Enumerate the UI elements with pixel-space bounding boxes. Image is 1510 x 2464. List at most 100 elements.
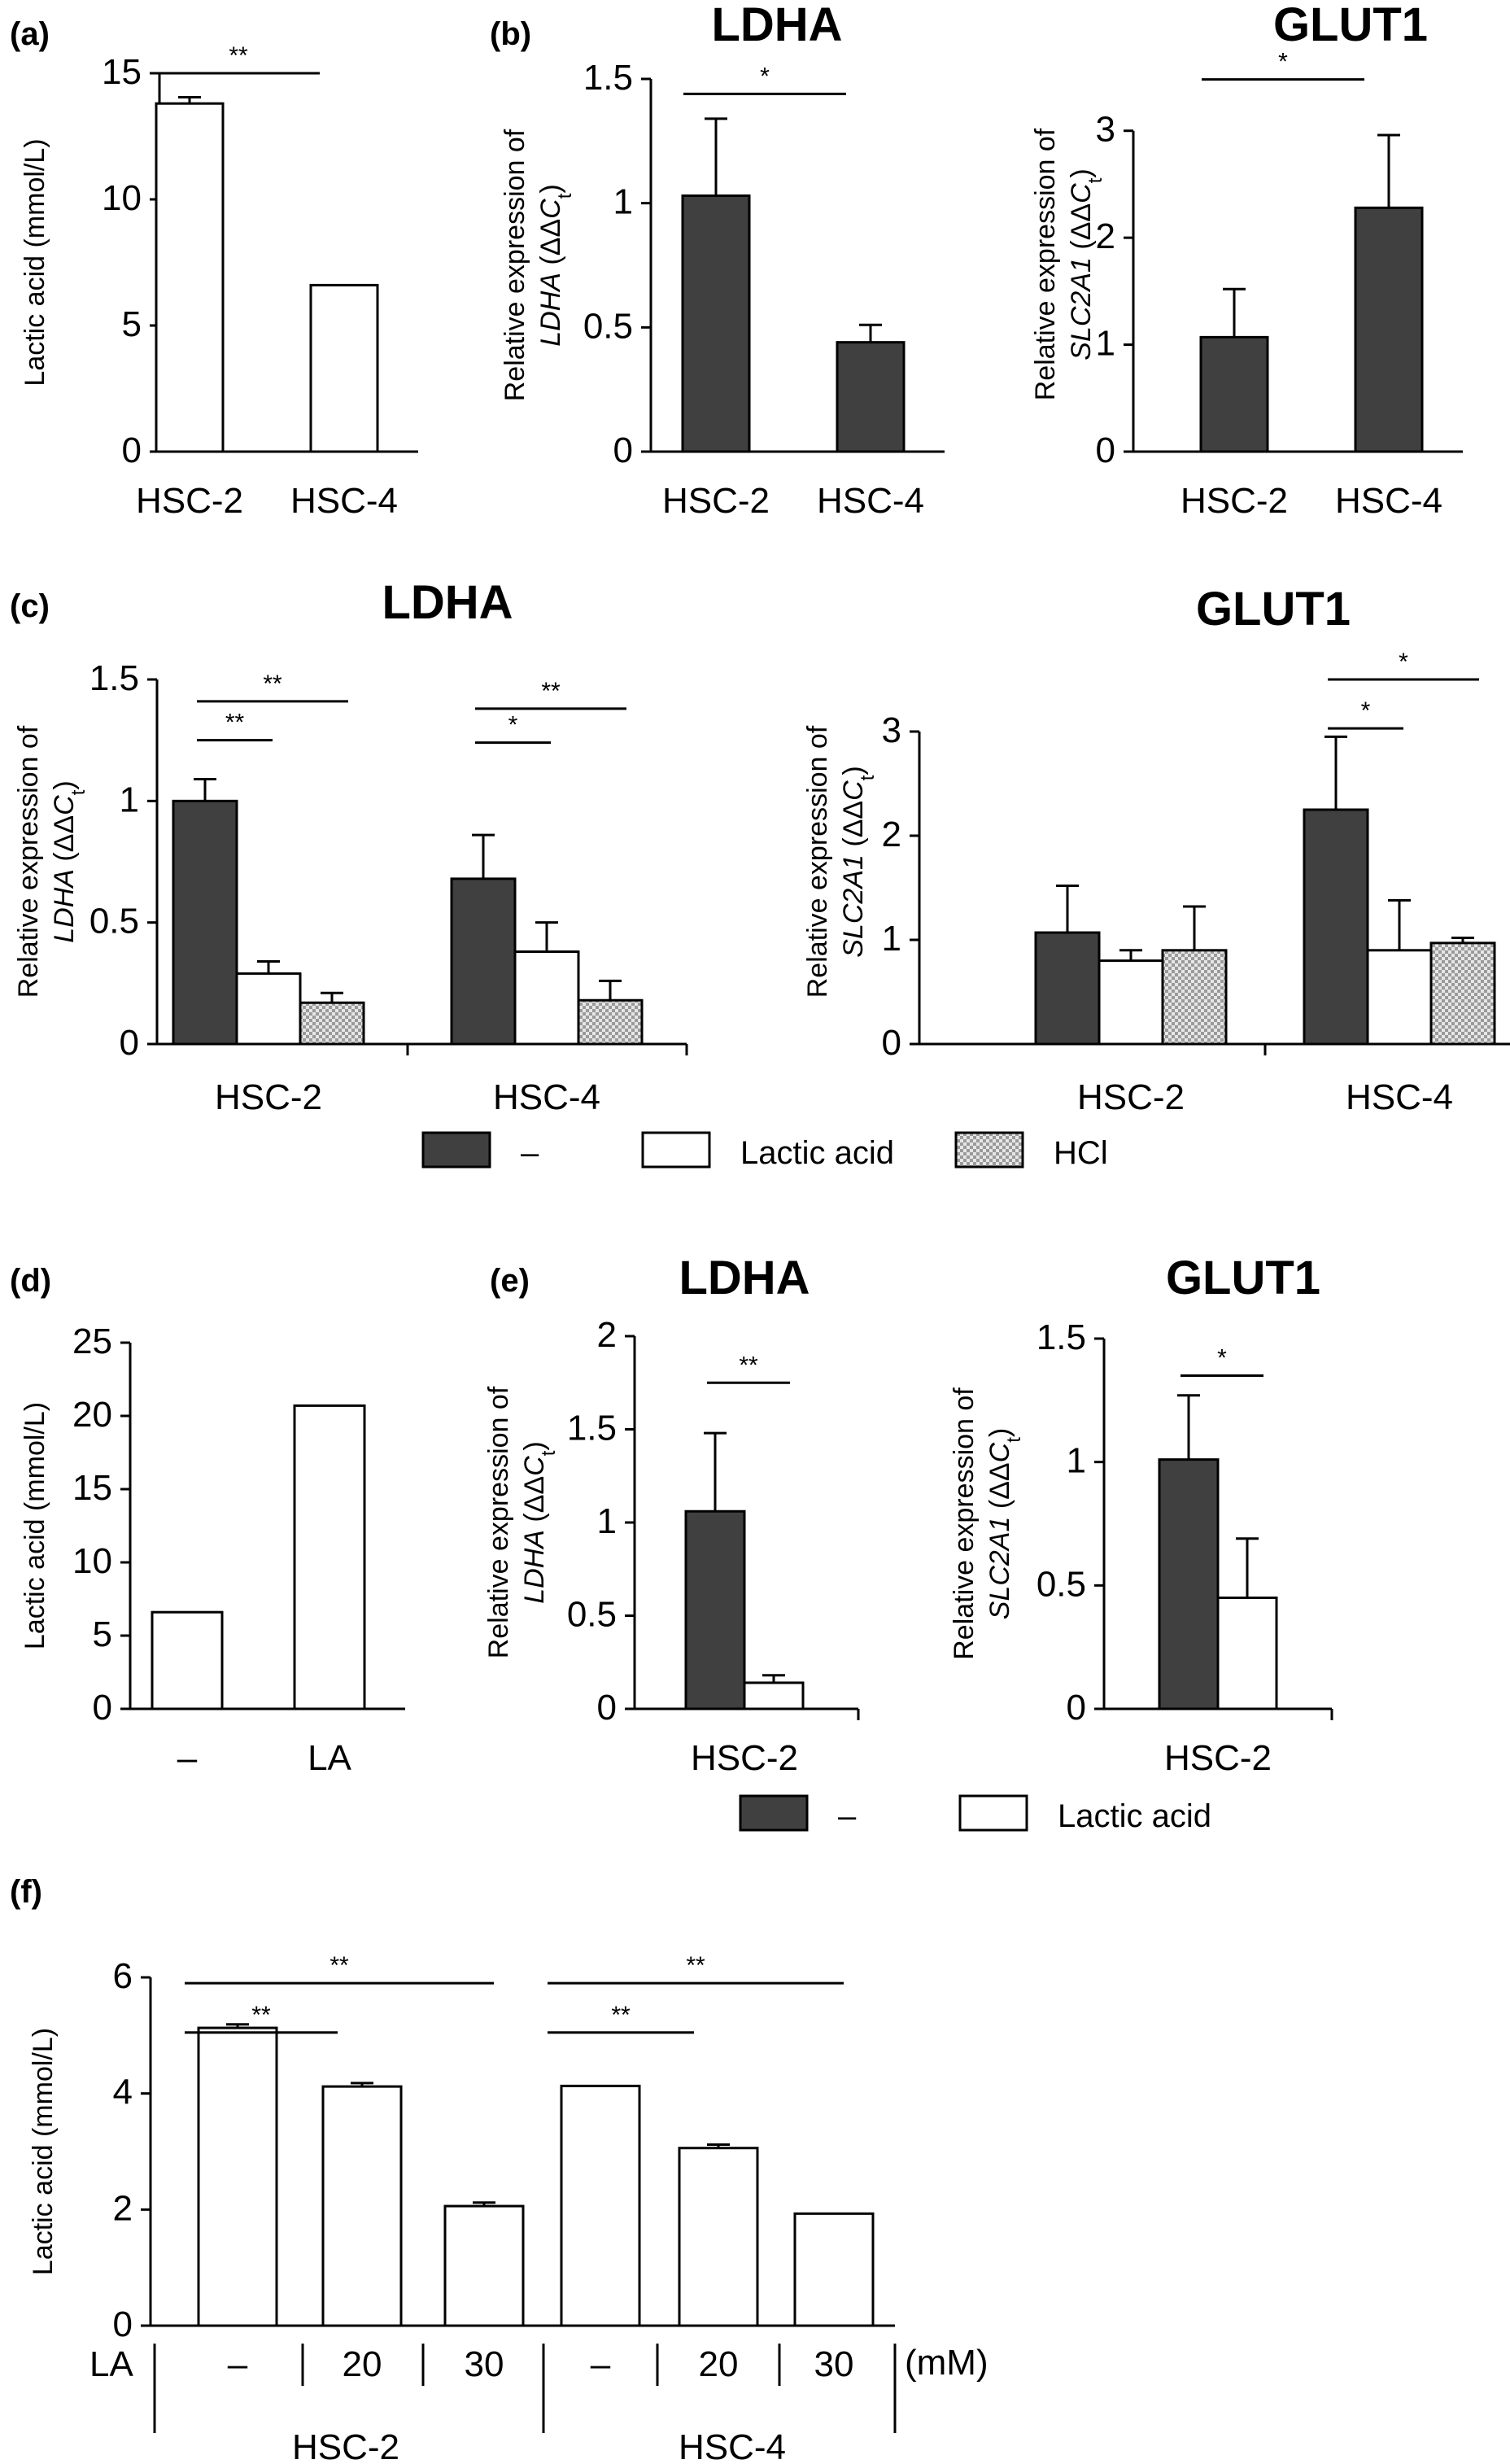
ddct-c: C xyxy=(535,199,566,219)
y-tick-label-d: 15 xyxy=(72,1468,112,1508)
y-axis-label-f: Lactic acid (mmol/L) xyxy=(28,2028,59,2275)
bar-f-0 xyxy=(197,2026,278,2327)
legend-label-0: – xyxy=(838,1798,857,1834)
row-label-la: LA xyxy=(89,2344,133,2384)
ddct-c: C xyxy=(984,1442,1015,1462)
sig-label-c1-3: ** xyxy=(541,678,561,705)
bar-a-0-0 xyxy=(155,102,225,453)
legend-swatch-0 xyxy=(421,1131,491,1169)
legend-label-0: – xyxy=(521,1135,539,1171)
ddct-c: C xyxy=(1066,183,1097,203)
chart-b2: GLUT1 0 1 2 3 Relative expression of SLC2A1 (Δ… xyxy=(1030,0,1463,521)
bar-b2-1-0 xyxy=(1354,206,1424,453)
bar-d-1-0 xyxy=(293,1404,366,1710)
ddct-open: (ΔΔ xyxy=(1066,203,1097,257)
chart-d: (d) 0 5 10 15 20 25 Lactic acid (mmol/L) – LA xyxy=(10,1263,405,1778)
y-tick-label-e1: 0 xyxy=(597,1688,617,1728)
chart-e2: GLUT1 0 0.5 1 1.5 Relative expression of SLC2A… xyxy=(949,1252,1333,1778)
bar-f-5 xyxy=(793,2212,875,2327)
bar-c2-1-2 xyxy=(1429,941,1496,1046)
y-axis-label-gene-c2: SLC2A1 (ΔΔCt) xyxy=(838,766,879,957)
bar-f-2 xyxy=(443,2204,525,2327)
bar-e2-0-1 xyxy=(1216,1597,1278,1710)
ddct-c: C xyxy=(519,1456,550,1476)
y-tick-label-f: 0 xyxy=(113,2305,133,2344)
y-tick-label-c2: 1 xyxy=(882,919,901,959)
sig-label-c1-2: * xyxy=(508,712,518,739)
y-tick-label-b1: 1 xyxy=(613,182,633,222)
y-tick-label-b2: 2 xyxy=(1096,216,1115,256)
gene-name: LDHA xyxy=(535,273,566,347)
panel-label-a: (a) xyxy=(10,16,50,52)
y-tick-label-b2: 3 xyxy=(1096,110,1115,150)
x-category-e2-0: HSC-2 xyxy=(1164,1738,1272,1778)
group-label-f-0: HSC-2 xyxy=(292,2427,399,2464)
bar-c2-0-1 xyxy=(1098,959,1164,1046)
bar-c2-1-1 xyxy=(1366,949,1433,1046)
bar-c1-0-1 xyxy=(235,972,302,1046)
ddct-open: (ΔΔ xyxy=(984,1462,1015,1516)
unit-label-mm: (mM) xyxy=(905,2343,988,2383)
x-category-b1-0: HSC-2 xyxy=(662,481,770,521)
sig-label-c2-1: * xyxy=(1399,649,1408,675)
chart-title-b2: GLUT1 xyxy=(1273,0,1428,51)
ddct-open: (ΔΔ xyxy=(838,801,869,854)
ddct-close: ) xyxy=(519,1441,550,1450)
y-axis-label-gene-e2: SLC2A1 (ΔΔCt) xyxy=(984,1428,1025,1619)
sig-label-c2-0: * xyxy=(1361,697,1371,724)
x-category-f-5: 30 xyxy=(814,2344,854,2384)
bar-b2-0-0 xyxy=(1199,335,1269,453)
bar-c1-0-2 xyxy=(299,1001,365,1046)
x-category-a-1: HSC-4 xyxy=(290,481,398,521)
x-category-f-2: 30 xyxy=(465,2344,504,2384)
ddct-c: C xyxy=(838,780,869,801)
x-category-d-0: – xyxy=(177,1738,198,1778)
y-tick-label-e2: 0 xyxy=(1067,1688,1086,1728)
legend-label-2: HCl xyxy=(1054,1135,1108,1171)
y-axis-label-gene-c1: LDHA (ΔΔCt) xyxy=(49,780,89,942)
bar-b1-1-0 xyxy=(836,341,906,453)
group-label-f-1: HSC-4 xyxy=(679,2427,786,2464)
y-tick-label-f: 6 xyxy=(113,1956,133,1996)
bar-f-3 xyxy=(560,2084,641,2327)
x-category-b2-1: HSC-4 xyxy=(1335,481,1442,521)
sig-label-f-3: ** xyxy=(686,1952,705,1979)
x-category-c1-1: HSC-4 xyxy=(493,1077,600,1117)
y-tick-label-e2: 1 xyxy=(1067,1441,1086,1481)
y-tick-label-d: 5 xyxy=(93,1614,112,1654)
y-tick-label-a: 10 xyxy=(102,178,142,218)
y-tick-label-e1: 1.5 xyxy=(567,1409,617,1448)
bar-a-1-0 xyxy=(309,283,379,453)
ddct-close: ) xyxy=(49,780,80,789)
chart-title-e1: LDHA xyxy=(679,1252,810,1304)
bar-c2-0-2 xyxy=(1161,949,1228,1046)
gene-name: LDHA xyxy=(49,869,80,943)
y-axis-label-d: Lactic acid (mmol/L) xyxy=(20,1402,50,1649)
sig-label-c1-0: ** xyxy=(225,710,245,736)
ddct-close: ) xyxy=(1066,168,1097,177)
ddct-close: ) xyxy=(984,1428,1015,1437)
y-tick-label-e1: 0.5 xyxy=(567,1595,617,1635)
y-tick-label-d: 20 xyxy=(72,1395,112,1435)
x-category-f-1: 20 xyxy=(343,2344,382,2384)
y-tick-label-b1: 1.5 xyxy=(583,58,633,98)
x-category-e1-0: HSC-2 xyxy=(691,1738,798,1778)
y-tick-label-c1: 1.5 xyxy=(89,658,139,698)
bar-c1-1-1 xyxy=(513,950,580,1046)
ddct-open: (ΔΔ xyxy=(49,815,80,869)
chart-f: (f) 0 2 4 6 Lactic acid (mmol/L) LA – 20 30 – 20 30 (… xyxy=(10,1874,988,2464)
legend-swatch-1 xyxy=(641,1131,711,1169)
x-category-b1-1: HSC-4 xyxy=(817,481,924,521)
legend-c: – Lactic acid HCl xyxy=(421,1131,1108,1171)
legend-label-1: Lactic acid xyxy=(740,1135,894,1171)
y-tick-label-a: 5 xyxy=(122,304,142,344)
y-tick-label-e2: 0.5 xyxy=(1036,1564,1086,1604)
bar-c1-1-0 xyxy=(450,877,517,1046)
ddct-t: t xyxy=(1084,177,1106,183)
bar-c2-0-0 xyxy=(1034,931,1101,1046)
x-category-c2-0: HSC-2 xyxy=(1077,1077,1185,1117)
